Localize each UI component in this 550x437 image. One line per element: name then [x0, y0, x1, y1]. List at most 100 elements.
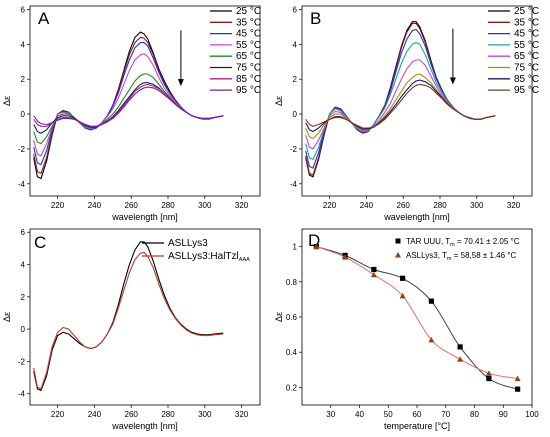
- x-axis-label: temperature [°C]: [384, 421, 450, 431]
- y-tick-label: -4: [18, 180, 26, 189]
- trend-arrow-head: [177, 79, 184, 87]
- x-tick-label: 280: [161, 201, 175, 210]
- panel-c: 220 240 260 280 300 320 -4 -2 0 2 4 6 wavelength [nm…: [2, 228, 261, 431]
- legend-label: TAR UUU, Tm = 70.41 ± 2.05 °C: [406, 237, 520, 248]
- series-line-8: [33, 86, 224, 127]
- data-point-square: [457, 344, 463, 350]
- plot-frame: [29, 5, 261, 197]
- data-point-triangle: [313, 243, 320, 250]
- y-tick-label: 0.4: [286, 348, 298, 357]
- legend-label: 45 °C: [236, 29, 261, 40]
- legend-marker-triangle: [395, 252, 401, 258]
- series-line-1: [33, 241, 224, 392]
- fit-curve-2: [316, 246, 518, 380]
- legend-label: ASLLys3:HalTzlAAA: [168, 251, 250, 263]
- y-tick-label: 0: [293, 110, 298, 119]
- x-tick-label: 40: [355, 410, 364, 419]
- legend-marker-square: [395, 238, 401, 244]
- legend-label-main: ASLLys3: [168, 238, 208, 249]
- legend-label: 85 °C: [514, 74, 539, 85]
- x-axis-label: wavelength [nm]: [383, 212, 450, 222]
- data-point-triangle: [428, 336, 435, 343]
- series-line-8: [305, 83, 496, 129]
- legend-label: 45 °C: [514, 29, 539, 40]
- y-tick-label: 0: [21, 110, 26, 119]
- legend-label-main: TAR UUU, T: [406, 237, 450, 246]
- data-point-square: [515, 386, 521, 392]
- legend-label: 75 °C: [514, 63, 539, 74]
- legend-label: 85 °C: [236, 74, 261, 85]
- x-tick-label: 300: [470, 201, 484, 210]
- plot-area: [33, 31, 224, 180]
- legend-label-sub: m: [450, 242, 455, 248]
- x-axis-label: wavelength [nm]: [111, 421, 178, 431]
- data-point-square: [428, 298, 434, 304]
- plot-area: [313, 243, 521, 392]
- x-tick-label: 300: [198, 201, 212, 210]
- data-point-triangle: [457, 356, 464, 362]
- y-axis-label: Δε: [2, 96, 12, 106]
- y-axis-label: Δε: [2, 312, 12, 322]
- panel-letter: C: [34, 233, 46, 252]
- data-point-square: [371, 266, 377, 273]
- y-axis-label: Δε: [274, 312, 284, 322]
- series-line-6: [305, 73, 496, 140]
- legend-label: 65 °C: [236, 51, 261, 62]
- x-tick-label: 320: [235, 410, 249, 419]
- x-tick-label: 70: [441, 410, 450, 419]
- y-tick-label: 0.8: [286, 278, 298, 287]
- x-tick-label: 320: [507, 201, 521, 210]
- y-tick-label: 6: [21, 5, 26, 14]
- trend-arrow-head: [449, 77, 456, 85]
- y-tick-label: 4: [21, 40, 26, 49]
- panel-letter: A: [38, 9, 50, 28]
- y-tick-label: 4: [21, 261, 26, 270]
- x-tick-label: 300: [198, 410, 212, 419]
- x-tick-label: 30: [326, 410, 335, 419]
- y-tick-label: -4: [290, 180, 298, 189]
- x-tick-label: 220: [323, 201, 337, 210]
- x-tick-label: 60: [413, 410, 422, 419]
- series-line-5: [33, 73, 224, 145]
- y-tick-label: -2: [18, 145, 26, 154]
- data-point-square: [486, 376, 492, 382]
- series-line-7: [305, 79, 496, 133]
- y-tick-label: 6: [293, 5, 298, 14]
- x-tick-label: 260: [125, 410, 139, 419]
- panel-letter: B: [310, 9, 321, 28]
- y-tick-label: 2: [293, 75, 298, 84]
- legend-label: 65 °C: [514, 51, 539, 62]
- y-tick-label: 1: [293, 243, 298, 252]
- legend-label-rest: = 58,58 ± 1.46 °C: [452, 251, 517, 260]
- series-line-2: [33, 36, 224, 175]
- legend-label: ASLLys3, Tm = 58,58 ± 1.46 °C: [406, 251, 516, 262]
- y-tick-label: 2: [21, 75, 26, 84]
- x-tick-label: 320: [235, 201, 249, 210]
- data-point-triangle: [370, 271, 377, 278]
- data-point-triangle: [485, 370, 492, 376]
- x-tick-label: 100: [525, 410, 539, 419]
- x-tick-label: 220: [51, 201, 65, 210]
- panel-d: 30 40 50 60 70 80 90 100 0.2 0.4 0.6 0.8 1 temperatur…: [274, 228, 539, 431]
- data-point-triangle: [342, 254, 349, 260]
- legend-label: 95 °C: [514, 85, 539, 96]
- series-line-2: [305, 22, 496, 176]
- legend-label: 75 °C: [236, 63, 261, 74]
- y-tick-label: 6: [21, 228, 26, 237]
- legend-label-rest: = 70.41 ± 2.05 °C: [455, 237, 520, 246]
- y-axis-label: Δε: [274, 96, 284, 106]
- series-line-1: [33, 31, 224, 180]
- legend-label: 95 °C: [236, 85, 261, 96]
- legend-label: 35 °C: [236, 17, 261, 28]
- legend-label: 55 °C: [236, 40, 261, 51]
- x-tick-label: 50: [384, 410, 393, 419]
- x-tick-label: 240: [88, 201, 102, 210]
- x-tick-label: 260: [125, 201, 139, 210]
- series-line-1: [305, 21, 496, 178]
- legend-label-sub: m: [447, 256, 452, 262]
- legend-label: 35 °C: [514, 17, 539, 28]
- x-tick-label: 240: [360, 201, 374, 210]
- legend-label: ASLLys3: [168, 238, 208, 249]
- series-line-2: [33, 251, 224, 390]
- series-line-5: [305, 59, 496, 150]
